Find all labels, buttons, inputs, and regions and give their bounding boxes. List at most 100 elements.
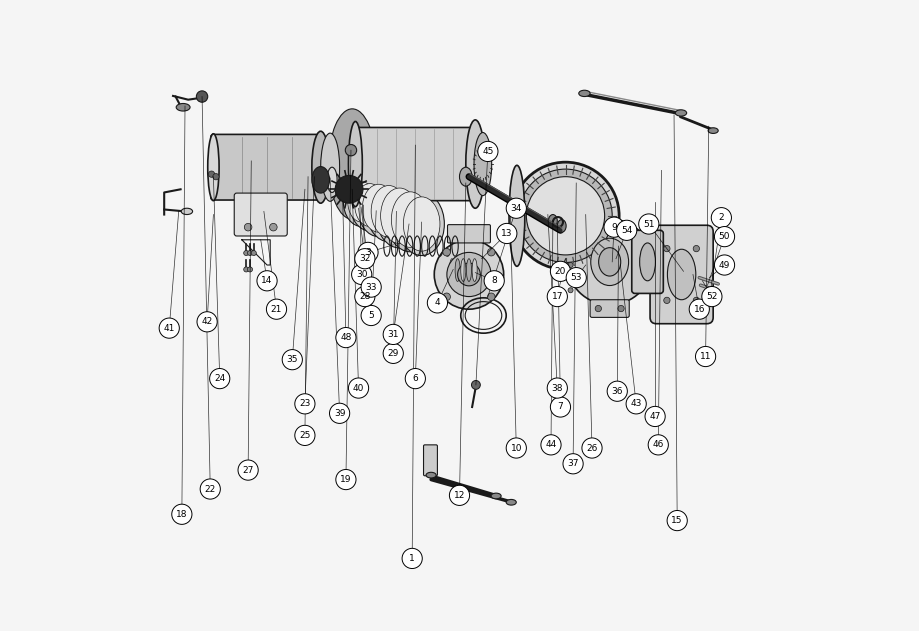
Circle shape (238, 460, 258, 480)
Circle shape (443, 249, 450, 256)
Circle shape (596, 305, 601, 312)
Circle shape (519, 169, 612, 262)
Circle shape (247, 267, 253, 272)
Circle shape (383, 324, 403, 345)
Circle shape (648, 435, 668, 455)
Ellipse shape (347, 182, 376, 222)
Circle shape (295, 425, 315, 445)
Circle shape (335, 327, 356, 348)
Circle shape (702, 286, 722, 307)
Text: 29: 29 (388, 349, 399, 358)
Circle shape (527, 177, 605, 255)
Ellipse shape (702, 296, 715, 304)
Circle shape (282, 350, 302, 370)
Text: 12: 12 (454, 491, 465, 500)
Text: 20: 20 (555, 267, 566, 276)
Ellipse shape (391, 192, 429, 247)
Text: 26: 26 (586, 444, 597, 452)
Circle shape (664, 245, 670, 252)
Circle shape (693, 297, 699, 304)
FancyBboxPatch shape (354, 127, 477, 201)
Circle shape (335, 175, 363, 203)
Circle shape (484, 271, 505, 291)
Text: 3: 3 (365, 248, 371, 257)
Text: 16: 16 (694, 305, 705, 314)
Text: 51: 51 (643, 220, 654, 228)
Ellipse shape (467, 259, 471, 281)
Circle shape (449, 485, 470, 505)
Circle shape (403, 548, 422, 569)
Text: 46: 46 (652, 440, 664, 449)
Ellipse shape (426, 472, 437, 478)
Text: 36: 36 (611, 387, 623, 396)
Circle shape (547, 378, 567, 398)
Ellipse shape (355, 184, 385, 227)
Circle shape (471, 380, 481, 389)
Text: 53: 53 (571, 273, 582, 282)
Ellipse shape (312, 131, 330, 203)
Text: 44: 44 (545, 440, 557, 449)
Circle shape (295, 394, 315, 414)
Circle shape (447, 252, 491, 297)
Circle shape (563, 454, 584, 474)
Circle shape (435, 240, 504, 309)
Circle shape (346, 144, 357, 156)
Ellipse shape (387, 187, 434, 252)
Circle shape (696, 346, 716, 367)
Ellipse shape (491, 493, 501, 498)
Circle shape (361, 305, 381, 326)
Circle shape (714, 227, 734, 247)
Ellipse shape (348, 121, 362, 207)
Circle shape (427, 293, 448, 313)
Text: 23: 23 (300, 399, 311, 408)
Text: 22: 22 (205, 485, 216, 493)
Text: 39: 39 (334, 409, 346, 418)
Ellipse shape (327, 167, 337, 192)
Circle shape (487, 293, 495, 300)
Text: 15: 15 (672, 516, 683, 525)
Ellipse shape (557, 220, 566, 232)
Ellipse shape (466, 120, 484, 208)
Text: 49: 49 (719, 261, 731, 269)
Circle shape (639, 214, 659, 234)
Text: 7: 7 (558, 403, 563, 411)
Circle shape (568, 262, 573, 268)
Circle shape (512, 162, 619, 269)
Ellipse shape (376, 184, 423, 248)
FancyBboxPatch shape (631, 230, 664, 293)
Ellipse shape (579, 90, 590, 97)
Circle shape (352, 264, 372, 285)
Circle shape (269, 223, 278, 231)
Text: 17: 17 (551, 292, 563, 301)
FancyBboxPatch shape (590, 300, 630, 317)
Circle shape (213, 174, 219, 180)
Circle shape (711, 208, 732, 228)
Ellipse shape (208, 134, 219, 201)
Text: 48: 48 (340, 333, 352, 342)
Ellipse shape (474, 133, 492, 196)
Ellipse shape (357, 180, 400, 237)
Text: 54: 54 (621, 226, 632, 235)
Text: 32: 32 (359, 254, 370, 263)
Circle shape (550, 397, 571, 417)
Circle shape (257, 271, 278, 291)
Circle shape (355, 286, 375, 307)
Text: 41: 41 (164, 324, 175, 333)
Circle shape (159, 318, 179, 338)
Circle shape (550, 261, 571, 281)
Circle shape (582, 438, 602, 458)
Text: 40: 40 (353, 384, 364, 392)
Text: 30: 30 (356, 270, 368, 279)
Circle shape (567, 219, 652, 305)
Text: 34: 34 (511, 204, 522, 213)
Ellipse shape (460, 259, 466, 281)
Circle shape (172, 504, 192, 524)
Text: 6: 6 (413, 374, 418, 383)
Circle shape (645, 406, 665, 427)
Circle shape (335, 469, 356, 490)
Ellipse shape (509, 165, 525, 266)
Ellipse shape (403, 197, 440, 251)
Circle shape (247, 251, 253, 256)
Ellipse shape (367, 181, 411, 242)
Circle shape (330, 403, 350, 423)
